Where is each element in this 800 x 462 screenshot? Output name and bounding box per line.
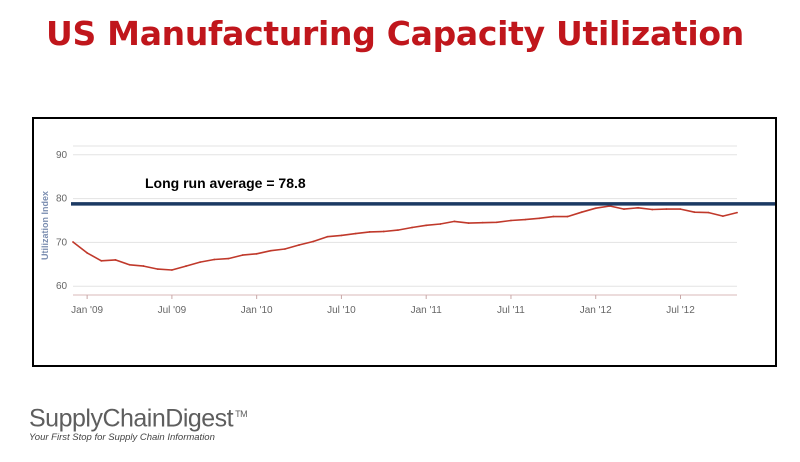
data-point	[637, 206, 640, 209]
data-point	[679, 208, 682, 211]
data-point	[326, 235, 329, 238]
data-point	[623, 208, 625, 211]
data-point	[439, 223, 442, 225]
x-tick-label: Jan '10	[241, 305, 273, 316]
data-point	[594, 207, 597, 210]
data-point	[665, 208, 668, 211]
data-point	[580, 211, 583, 214]
capacity-utilization-chart: 60 70 80 90 Jan '09 Jul '09 Jan '10 Jul '10 Jan…	[40, 145, 775, 316]
y-axis-label: Utilization Index	[40, 191, 50, 260]
x-tick-label: Jan '12	[580, 305, 612, 316]
y-tick-label: 60	[56, 281, 68, 292]
data-point	[128, 263, 131, 266]
reference-line-label: Long run average = 78.8	[145, 175, 306, 191]
x-tick-label: Jul '12	[666, 305, 695, 316]
data-point	[156, 268, 159, 271]
data-point	[495, 221, 498, 224]
data-point	[552, 215, 555, 218]
data-point	[170, 269, 173, 271]
x-tick-label: Jan '11	[411, 305, 443, 316]
data-point	[453, 220, 456, 223]
data-point	[255, 252, 258, 255]
y-tick-label: 90	[56, 150, 68, 161]
utilization-series-line	[72, 205, 738, 271]
data-point	[100, 259, 103, 262]
y-tick-label: 80	[56, 194, 68, 205]
logo-name: SupplyChainDigest	[29, 404, 234, 433]
data-point	[566, 215, 569, 218]
data-point	[538, 217, 541, 220]
data-point	[142, 265, 145, 267]
data-point	[693, 211, 696, 214]
data-point	[340, 234, 343, 237]
data-point	[510, 219, 512, 222]
data-point	[269, 249, 272, 252]
chart-frame: 60 70 80 90 Jan '09 Jul '09 Jan '10 Jul '10 Jan…	[32, 117, 777, 367]
data-point	[213, 258, 216, 261]
data-point	[114, 259, 117, 261]
x-tick-label: Jul '11	[497, 305, 525, 316]
data-point	[425, 224, 428, 227]
data-point	[707, 211, 710, 214]
data-point	[185, 265, 187, 267]
data-point	[736, 211, 738, 214]
data-point	[199, 261, 202, 264]
data-point	[86, 252, 89, 254]
y-tick-label: 70	[56, 237, 68, 248]
data-point	[524, 218, 526, 221]
data-point	[467, 222, 470, 225]
data-point	[397, 229, 399, 232]
data-point	[284, 248, 286, 250]
data-point	[241, 254, 244, 257]
x-tick-label: Jul '10	[327, 305, 356, 316]
logo-tagline: Your First Stop for Supply Chain Informa…	[29, 432, 215, 444]
supply-chain-digest-logo: SupplyChainDigest TM Your First Stop for …	[29, 400, 248, 444]
data-point	[721, 215, 724, 218]
data-point	[312, 240, 315, 243]
data-point	[227, 257, 230, 260]
data-point	[298, 244, 300, 246]
data-point	[354, 232, 357, 235]
x-tick-label: Jul '09	[158, 305, 187, 316]
data-point	[651, 208, 654, 211]
x-tick-label: Jan '09	[71, 305, 103, 316]
data-point	[411, 226, 413, 229]
slide-title: US Manufacturing Capacity Utilization	[46, 14, 744, 53]
data-point	[481, 221, 484, 224]
data-point	[382, 230, 385, 233]
data-point	[368, 230, 371, 233]
logo-trademark: TM	[235, 409, 248, 419]
data-point	[72, 241, 74, 243]
